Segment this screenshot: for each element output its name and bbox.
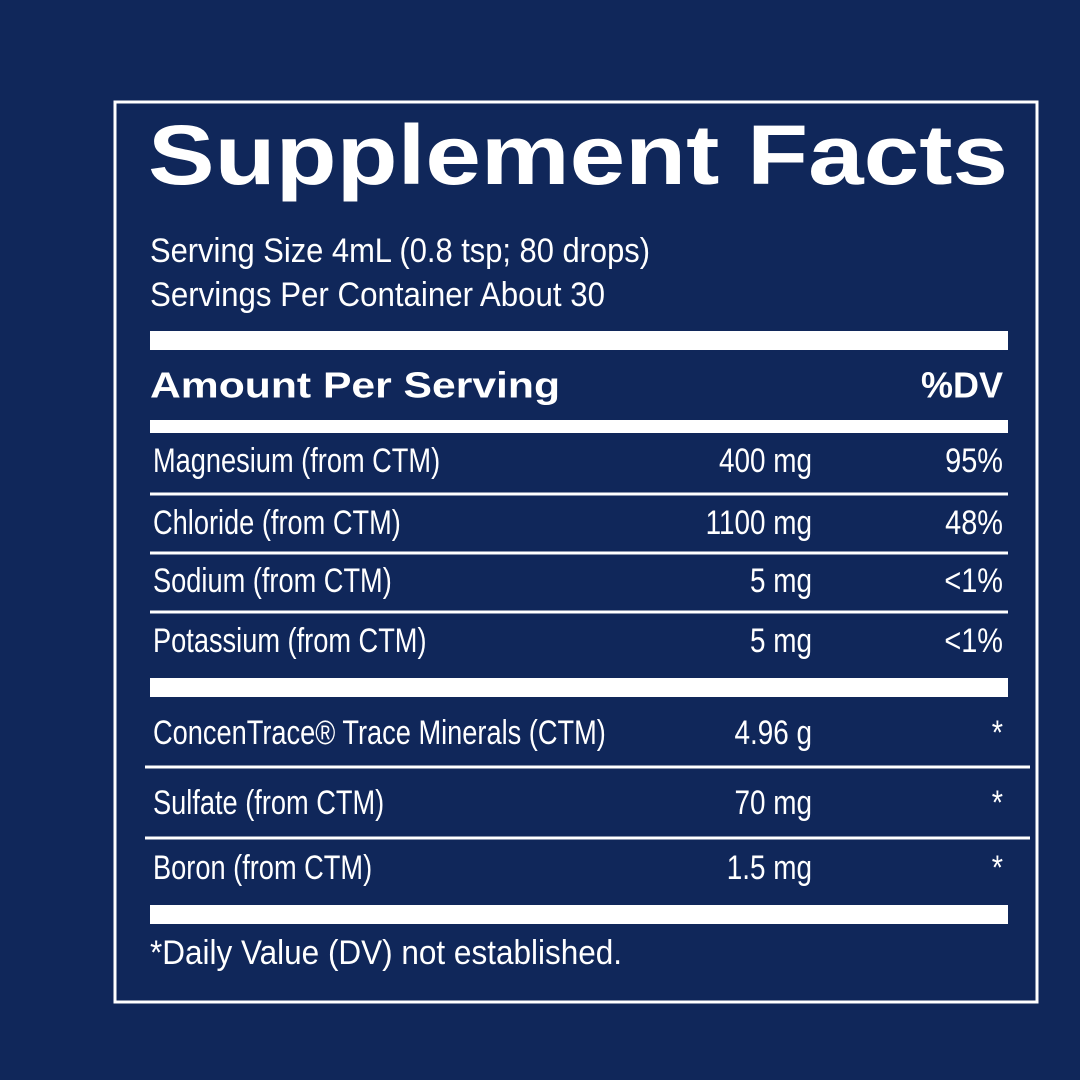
amount: 70 mg — [735, 784, 812, 822]
daily-value: <1% — [944, 622, 1003, 660]
thick-rule — [150, 331, 1008, 350]
daily-value: * — [992, 784, 1003, 822]
daily-value: <1% — [944, 562, 1003, 600]
nutrient-name: ConcenTrace® Trace Minerals (CTM) — [153, 714, 606, 752]
daily-value: 48% — [945, 504, 1003, 542]
amount: 1.5 mg — [727, 849, 812, 887]
thick-rule — [150, 678, 1008, 697]
nutrient-name: Potassium (from CTM) — [153, 622, 427, 660]
serving-size: Serving Size 4mL (0.8 tsp; 80 drops) — [150, 232, 650, 270]
nutrient-name: Sodium (from CTM) — [153, 562, 392, 600]
header-amount: Amount Per Serving — [150, 365, 560, 406]
amount: 1100 mg — [706, 504, 812, 542]
daily-value: * — [992, 849, 1003, 887]
medium-rule — [150, 420, 1008, 433]
label-border — [113, 100, 1039, 1004]
nutrient-name: Magnesium (from CTM) — [153, 442, 440, 480]
header-dv: %DV — [921, 365, 1003, 406]
servings-per-container: Servings Per Container About 30 — [150, 276, 605, 314]
amount: 5 mg — [750, 622, 812, 660]
nutrient-name: Boron (from CTM) — [153, 849, 372, 887]
nutrient-name: Sulfate (from CTM) — [153, 784, 384, 822]
daily-value: 95% — [945, 442, 1003, 480]
daily-value: * — [992, 714, 1003, 752]
footnote: *Daily Value (DV) not established. — [150, 934, 622, 972]
nutrient-name: Chloride (from CTM) — [153, 504, 401, 542]
title: Supplement Facts — [148, 108, 1008, 202]
thick-rule — [150, 905, 1008, 924]
amount: 4.96 g — [734, 714, 812, 752]
amount: 400 mg — [719, 442, 812, 480]
amount: 5 mg — [750, 562, 812, 600]
